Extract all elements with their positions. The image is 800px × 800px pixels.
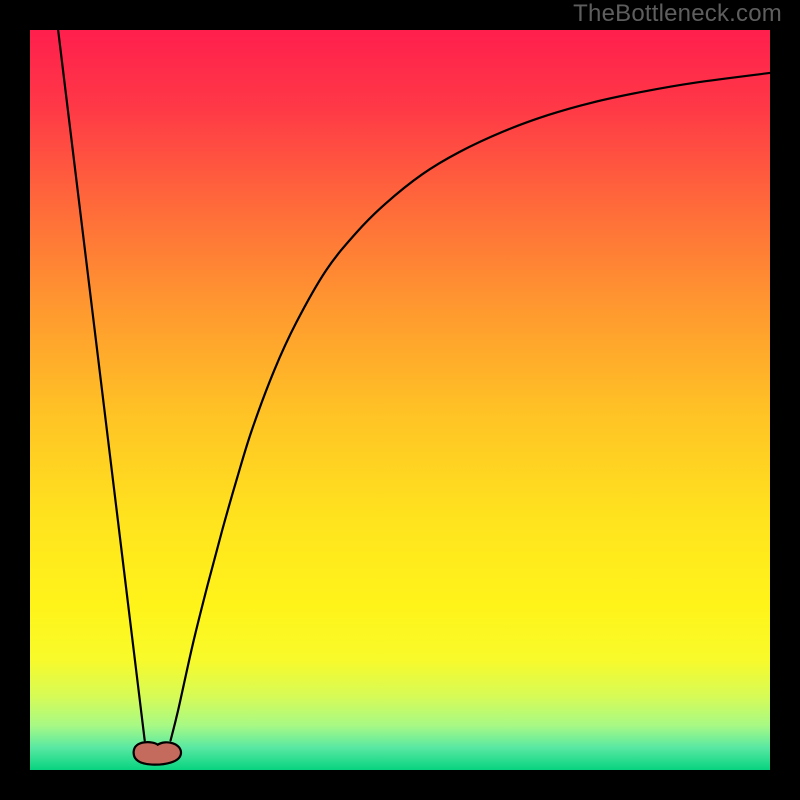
chart-svg (0, 0, 800, 800)
minimum-blob-marker (133, 741, 181, 766)
chart-container: TheBottleneck.com (0, 0, 800, 800)
chart-gradient-background (30, 30, 770, 770)
